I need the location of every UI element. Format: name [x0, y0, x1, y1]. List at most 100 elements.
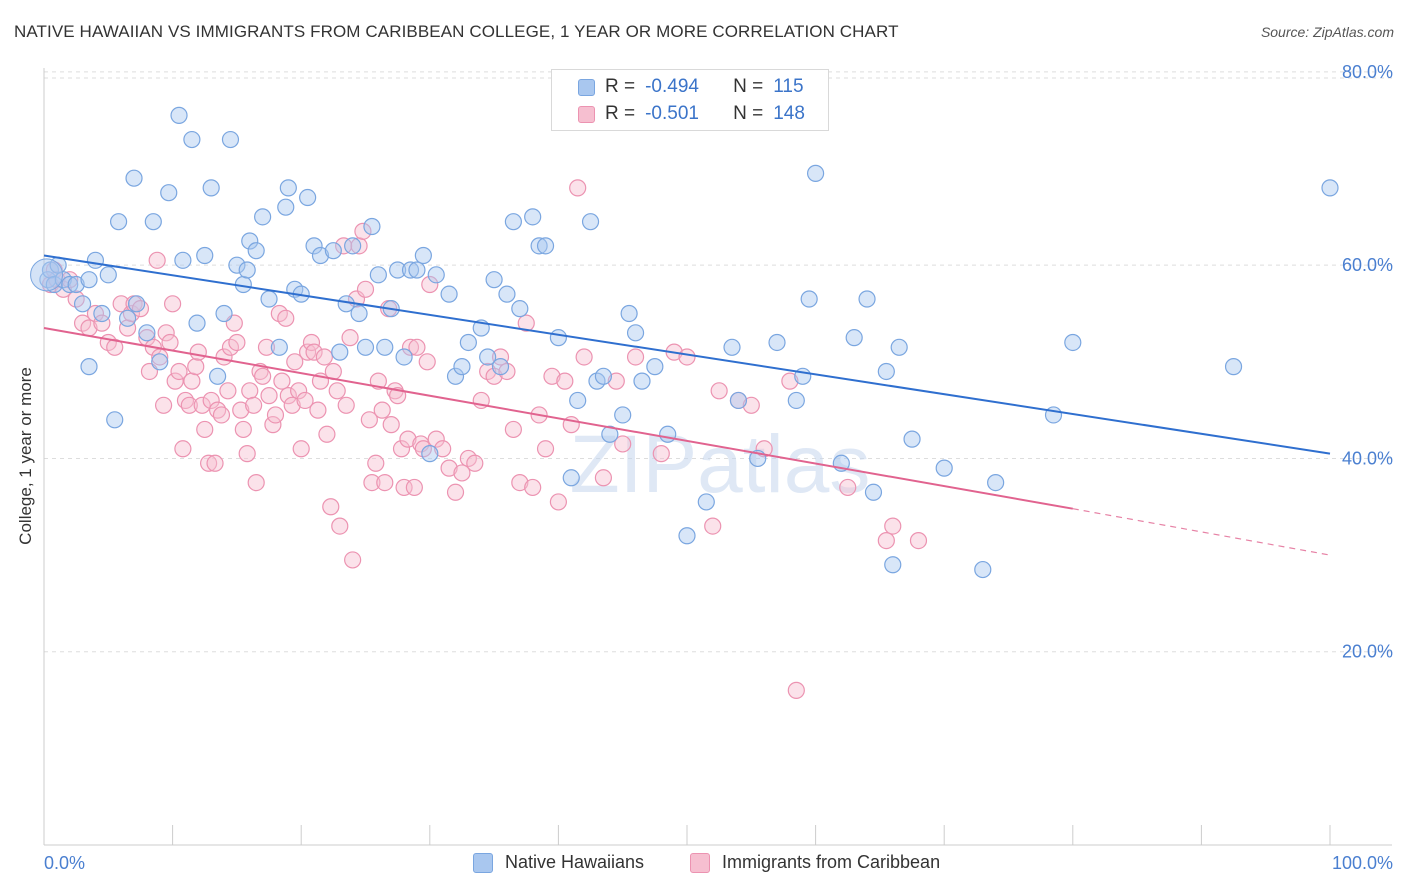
point-native-hawaiian — [61, 275, 79, 294]
point-caribbean — [189, 343, 207, 361]
point-caribbean — [166, 372, 184, 390]
point-native-hawaiian — [356, 338, 375, 356]
trend-line-native-hawaiians — [43, 254, 1331, 455]
point-native-hawaiian — [80, 358, 98, 376]
point-native-hawaiian — [401, 261, 420, 279]
point-caribbean — [491, 348, 510, 366]
point-caribbean — [328, 382, 346, 400]
point-caribbean — [421, 275, 439, 294]
point-caribbean — [106, 338, 124, 356]
point-caribbean — [148, 251, 166, 269]
axes — [43, 68, 1392, 846]
point-caribbean — [315, 348, 333, 366]
point-native-hawaiian — [67, 275, 85, 294]
point-caribbean — [290, 382, 308, 400]
point-native-hawaiian — [183, 130, 201, 149]
point-native-hawaiian — [279, 179, 297, 197]
trend-line-caribbean-extrapolated — [1072, 508, 1331, 556]
point-caribbean — [440, 459, 458, 477]
legend-swatch-pink — [578, 105, 595, 123]
point-caribbean — [337, 396, 355, 414]
point-native-hawaiian — [363, 217, 381, 236]
point-native-hawaiian — [987, 474, 1005, 492]
point-native-hawaiian — [369, 266, 387, 284]
point-native-hawaiian — [504, 213, 522, 231]
point-caribbean — [382, 416, 400, 434]
point-native-hawaiian — [174, 251, 192, 269]
point-caribbean — [86, 304, 105, 323]
point-caribbean — [517, 314, 535, 332]
point-native-hawaiian — [125, 169, 143, 187]
point-native-hawaiian — [845, 329, 863, 347]
point-native-hawaiian — [659, 425, 677, 443]
point-native-hawaiian — [581, 213, 600, 231]
bottom-legend-label: Immigrants from Caribbean — [722, 852, 941, 872]
point-caribbean — [373, 401, 391, 419]
point-caribbean — [154, 396, 173, 414]
point-caribbean — [161, 333, 179, 352]
legend-swatch-blue — [578, 78, 595, 96]
point-native-hawaiian — [800, 290, 818, 308]
point-native-hawaiian — [858, 290, 876, 308]
point-native-hawaiian — [729, 391, 748, 410]
point-native-hawaiian — [1321, 179, 1339, 197]
point-native-hawaiian — [144, 213, 162, 231]
point-native-hawaiian — [331, 343, 349, 361]
point-caribbean — [569, 179, 587, 197]
bottom-legend-caribbean: Immigrants from Caribbean — [690, 852, 940, 873]
point-native-hawaiian — [408, 261, 426, 279]
point-native-hawaiian — [511, 300, 529, 318]
point-native-hawaiian — [421, 445, 439, 463]
point-caribbean — [877, 531, 895, 550]
legend-n-label: N = — [733, 103, 764, 124]
point-caribbean — [434, 440, 452, 458]
point-caribbean — [292, 440, 310, 458]
point-native-hawaiian — [221, 130, 240, 149]
point-native-hawaiian — [127, 295, 146, 313]
point-native-hawaiian — [170, 106, 188, 124]
point-caribbean — [238, 445, 256, 463]
y-tick-label: 80.0% — [1342, 62, 1393, 82]
point-caribbean — [212, 406, 231, 424]
point-native-hawaiian — [697, 493, 715, 511]
point-native-hawaiian — [247, 242, 265, 260]
point-native-hawaiian — [601, 425, 619, 443]
point-native-hawaiian — [890, 338, 908, 356]
point-caribbean — [187, 358, 205, 376]
point-native-hawaiian — [427, 266, 445, 284]
point-native-hawaiian — [80, 271, 98, 289]
point-native-hawaiian — [277, 198, 295, 216]
point-native-hawaiian — [723, 338, 741, 356]
point-native-hawaiian — [305, 237, 323, 255]
point-native-hawaiian — [106, 411, 124, 429]
point-caribbean — [180, 396, 198, 414]
point-caribbean — [710, 382, 728, 400]
point-caribbean — [356, 280, 375, 298]
point-native-hawaiian — [86, 251, 105, 269]
point-caribbean — [247, 474, 265, 492]
point-native-hawaiian — [569, 391, 587, 410]
point-caribbean — [401, 338, 420, 356]
point-caribbean — [781, 372, 799, 390]
legend-n-value: 115 — [773, 76, 804, 97]
point-caribbean — [704, 517, 722, 535]
point-caribbean — [331, 517, 349, 535]
point-native-hawaiian — [209, 367, 227, 385]
point-caribbean — [157, 324, 175, 342]
point-native-hawaiian — [446, 367, 465, 385]
point-caribbean — [549, 493, 568, 511]
y-axis-label: College, 1 year or more — [16, 367, 35, 545]
tick-labels: 20.0% 40.0% 60.0% 80.0% 0.0% 100.0% — [44, 62, 1393, 873]
point-caribbean — [260, 387, 278, 405]
point-native-hawaiian — [1064, 333, 1082, 352]
point-native-hawaiian — [614, 406, 632, 424]
point-native-hawaiian — [530, 237, 548, 255]
point-native-hawaiian — [414, 246, 432, 265]
point-caribbean — [200, 454, 218, 472]
point-caribbean — [232, 401, 250, 419]
bottom-legend-native-hawaiians: Native Hawaiians — [473, 852, 644, 873]
point-native-hawaiian — [151, 353, 169, 371]
point-native-hawaiian — [395, 348, 413, 366]
point-native-hawaiian — [678, 527, 696, 545]
legend-row-native-hawaiians: R = -0.494 N = 115 — [578, 76, 804, 98]
